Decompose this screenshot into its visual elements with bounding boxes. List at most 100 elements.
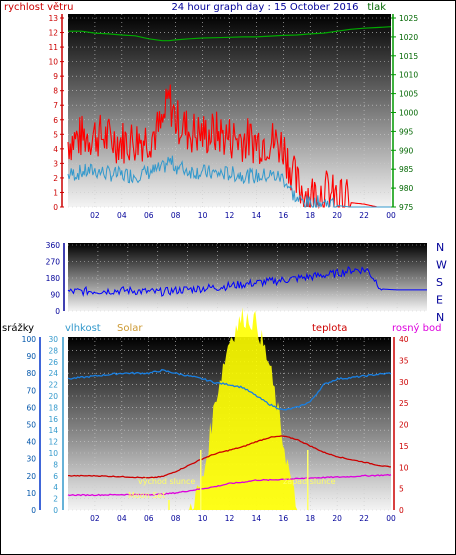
graph-title: 24 hour graph day : 15 October 2016 [171, 2, 358, 13]
temperature-tick: 40 [399, 335, 409, 344]
rain-label: srážky [2, 322, 34, 334]
sunset-marker [307, 450, 309, 510]
temperature-series [68, 435, 392, 479]
humidity-label: vlhkost [65, 323, 101, 334]
direction-tick: 360 [46, 241, 61, 250]
wind-speed-tick: 3 [53, 159, 58, 168]
rain-tick: 0 [31, 506, 36, 515]
wind-speed-series [67, 84, 391, 210]
rain-tick: 100 [22, 335, 37, 344]
time-tick: 00 [386, 514, 396, 523]
rain-tick: 50 [26, 421, 36, 430]
wind-speed-tick: 9 [53, 72, 58, 81]
time-tick: 00 [386, 211, 396, 220]
wind-speed-tick: 6 [53, 116, 58, 125]
wind-speed-tick: 0 [53, 203, 58, 212]
humidity-tick: 22 [48, 381, 58, 390]
humidity-tick: 20 [48, 392, 58, 401]
compass-letter: S [436, 276, 443, 289]
moonset-marker [168, 500, 170, 510]
humidity-tick: 10 [48, 449, 58, 458]
pressure-tick: 1025 [399, 14, 418, 23]
wind-direction-grid [68, 243, 427, 312]
wind-speed-tick: 1 [53, 188, 58, 197]
compass-letter: N [436, 241, 444, 254]
rain-tick: 20 [26, 472, 36, 481]
time-tick: 14 [252, 211, 262, 220]
wind-speed-tick: 12 [48, 29, 58, 38]
humidity-tick: 24 [48, 369, 58, 378]
time-tick: 08 [171, 211, 181, 220]
sunrise-label: východ slunce [138, 477, 195, 486]
wind-speed-label: rychlost větru [4, 1, 74, 13]
time-tick: 02 [90, 514, 100, 523]
pressure-tick: 990 [399, 146, 414, 155]
time-tick: 22 [359, 211, 369, 220]
wind-speed-tick: 13 [48, 14, 58, 23]
pressure-tick: 995 [399, 127, 414, 136]
temperature-tick: 5 [399, 485, 404, 494]
wind-direction-axis: 360 270 180 90 0 [46, 241, 65, 316]
wind-average-series [67, 155, 391, 208]
pressure-tick: 980 [399, 184, 414, 193]
pressure-tick: 1005 [399, 90, 418, 99]
rain-tick: 10 [26, 489, 36, 498]
humidity-tick: 2 [53, 495, 58, 504]
pressure-series [68, 26, 392, 42]
humidity-tick: 4 [53, 483, 58, 492]
direction-tick: 180 [46, 274, 61, 283]
time-tick: 06 [144, 514, 154, 523]
pressure-axis: 1025 1020 1015 1010 1005 1000 995 990 985 980 975 [391, 14, 418, 212]
temperature-tick: 10 [399, 463, 409, 472]
direction-tick: 90 [50, 291, 60, 300]
temperature-axis: 40 35 30 25 20 15 10 5 0 [393, 335, 409, 515]
wind-direction-panel-background [68, 243, 427, 311]
temperature-label: teplota [312, 323, 347, 334]
humidity-series [67, 369, 392, 411]
time-tick: 16 [279, 211, 289, 220]
humidity-tick: 28 [48, 346, 58, 355]
time-tick: 04 [117, 211, 127, 220]
time-tick: 18 [305, 514, 315, 523]
sunrise-marker [200, 450, 202, 510]
humidity-tick: 6 [53, 472, 58, 481]
wind-speed-tick: 4 [53, 145, 58, 154]
compass-letter: W [436, 259, 447, 272]
time-tick: 10 [198, 514, 208, 523]
dewpoint-label: rosný bod [392, 322, 441, 334]
rain-tick: 30 [26, 455, 36, 464]
rain-tick: 90 [26, 352, 36, 361]
wind-speed-tick: 10 [48, 58, 58, 67]
humidity-tick: 18 [48, 403, 58, 412]
humidity-tick: 16 [48, 415, 58, 424]
humidity-tick: 26 [48, 358, 58, 367]
rain-tick: 80 [26, 369, 36, 378]
pressure-tick: 1000 [399, 109, 418, 118]
pressure-tick: 1015 [399, 52, 418, 61]
humidity-tick: 0 [53, 506, 58, 515]
time-tick: 16 [279, 514, 289, 523]
pressure-tick: 975 [399, 203, 414, 212]
direction-tick: 270 [46, 258, 61, 267]
pressure-label: tlak [367, 2, 386, 13]
wind-speed-tick: 8 [53, 87, 58, 96]
rain-tick: 40 [26, 438, 36, 447]
solar-series [68, 307, 391, 510]
temperature-tick: 15 [399, 442, 409, 451]
temperature-tick: 20 [399, 421, 409, 430]
time-tick: 14 [252, 514, 262, 523]
compass-letter: E [436, 294, 443, 307]
humidity-tick: 30 [48, 335, 58, 344]
temperature-tick: 0 [399, 506, 404, 515]
rain-tick: 70 [26, 386, 36, 395]
temperature-tick: 30 [399, 378, 409, 387]
humidity-tick: 14 [48, 426, 58, 435]
wind-speed-tick: 7 [53, 101, 58, 110]
pressure-tick: 985 [399, 165, 414, 174]
climate-panel-time-axis: 02 04 06 08 10 12 14 16 18 20 22 00 [90, 514, 396, 523]
time-tick: 08 [171, 514, 181, 523]
sunset-label: západ slunce [283, 477, 336, 486]
time-tick: 18 [305, 211, 315, 220]
